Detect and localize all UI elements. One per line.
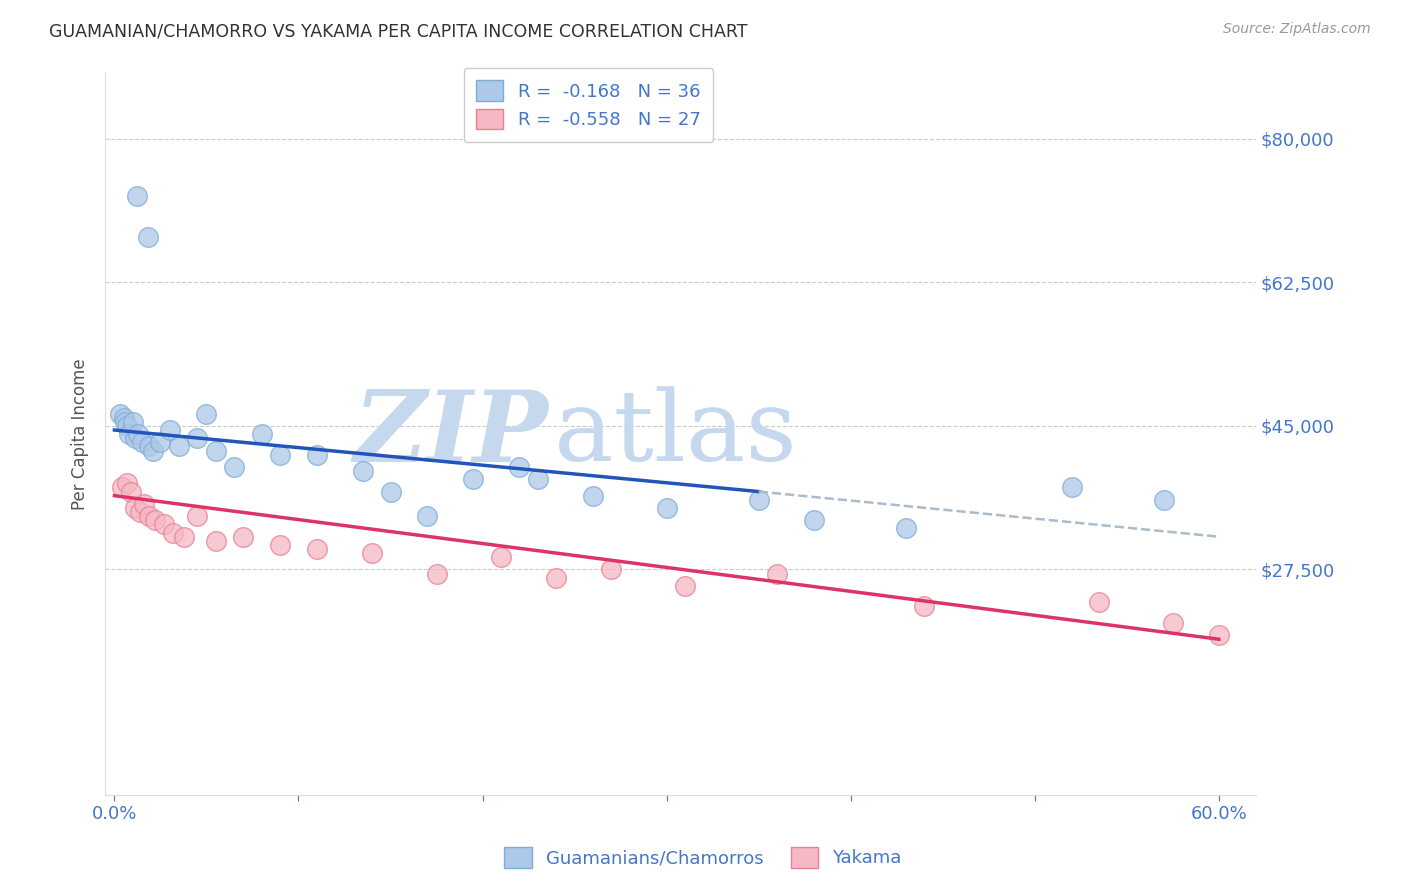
Point — [250, 427, 273, 442]
Text: GUAMANIAN/CHAMORRO VS YAKAMA PER CAPITA INCOME CORRELATION CHART: GUAMANIAN/CHAMORRO VS YAKAMA PER CAPITA … — [49, 22, 748, 40]
Point — [167, 440, 190, 454]
Y-axis label: Per Capita Income: Per Capita Income — [72, 359, 89, 510]
Text: ZIP: ZIP — [353, 386, 548, 483]
Point — [195, 407, 218, 421]
Point — [1161, 615, 1184, 630]
Point — [380, 484, 402, 499]
Point — [125, 189, 148, 203]
Point — [186, 509, 208, 524]
Point — [232, 530, 254, 544]
Point — [1153, 492, 1175, 507]
Point — [124, 431, 146, 445]
Point — [153, 517, 176, 532]
Point — [112, 410, 135, 425]
Point — [1088, 595, 1111, 609]
Point — [117, 476, 139, 491]
Point — [120, 484, 142, 499]
Point — [222, 459, 245, 474]
Legend: Guamanians/Chamorros, Yakama: Guamanians/Chamorros, Yakama — [494, 836, 912, 879]
Point — [489, 550, 512, 565]
Point — [204, 443, 226, 458]
Point — [416, 509, 439, 524]
Point — [124, 500, 146, 515]
Point — [121, 415, 143, 429]
Point — [149, 435, 172, 450]
Point — [463, 472, 485, 486]
Point — [425, 566, 447, 581]
Point — [131, 435, 153, 450]
Point — [111, 480, 134, 494]
Point — [114, 415, 136, 429]
Text: atlas: atlas — [554, 386, 797, 482]
Legend: R =  -0.168   N = 36, R =  -0.558   N = 27: R = -0.168 N = 36, R = -0.558 N = 27 — [464, 68, 713, 142]
Point — [127, 427, 149, 442]
Point — [305, 541, 328, 556]
Point — [526, 472, 548, 486]
Point — [204, 533, 226, 548]
Point — [673, 579, 696, 593]
Point — [508, 459, 530, 474]
Point — [159, 423, 181, 437]
Point — [138, 440, 160, 454]
Point — [748, 492, 770, 507]
Point — [162, 525, 184, 540]
Point — [269, 448, 291, 462]
Point — [912, 599, 935, 614]
Point — [600, 562, 623, 576]
Point — [143, 513, 166, 527]
Point — [361, 546, 384, 560]
Point — [138, 509, 160, 524]
Point — [173, 530, 195, 544]
Point — [1208, 628, 1230, 642]
Point — [117, 419, 139, 434]
Point — [803, 513, 825, 527]
Point — [132, 497, 155, 511]
Point — [136, 230, 159, 244]
Point — [546, 571, 568, 585]
Point — [129, 505, 152, 519]
Point — [269, 538, 291, 552]
Point — [186, 431, 208, 445]
Point — [894, 521, 917, 535]
Point — [582, 489, 605, 503]
Point — [1060, 480, 1083, 494]
Point — [142, 443, 165, 458]
Point — [108, 407, 131, 421]
Point — [305, 448, 328, 462]
Point — [352, 464, 374, 478]
Point — [655, 500, 678, 515]
Point — [118, 427, 141, 442]
Text: Source: ZipAtlas.com: Source: ZipAtlas.com — [1223, 22, 1371, 37]
Point — [766, 566, 789, 581]
